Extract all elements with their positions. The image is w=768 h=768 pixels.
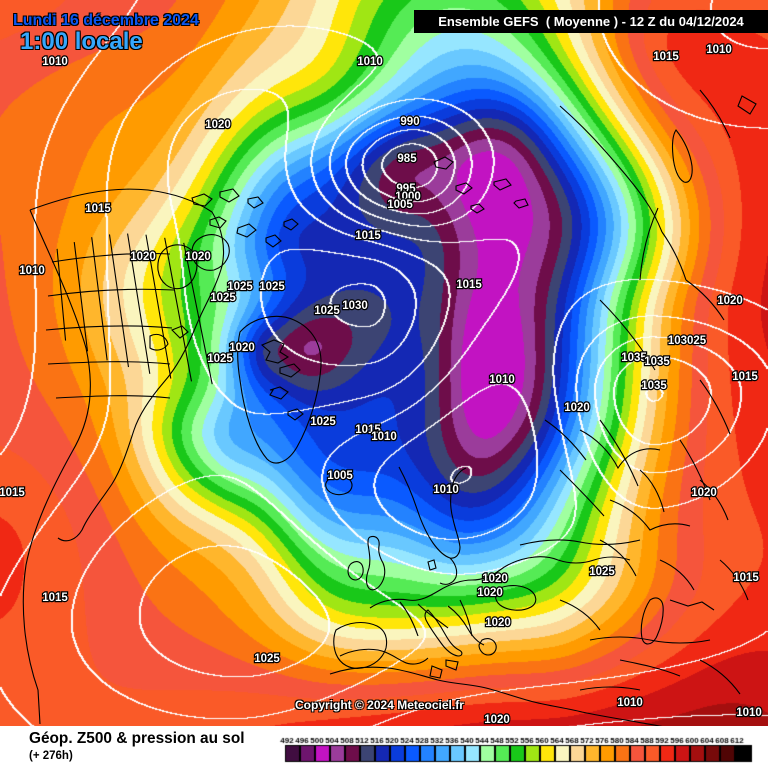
- svg-text:1025: 1025: [589, 566, 615, 578]
- svg-text:1025: 1025: [227, 281, 253, 293]
- svg-text:1025: 1025: [254, 653, 280, 665]
- svg-text:1020: 1020: [229, 342, 255, 354]
- svg-text:1010: 1010: [357, 56, 383, 68]
- svg-text:1010: 1010: [617, 697, 643, 709]
- svg-text:1010: 1010: [489, 374, 515, 386]
- svg-text:1015: 1015: [355, 424, 381, 436]
- svg-text:1015: 1015: [42, 592, 68, 604]
- svg-text:1015: 1015: [355, 230, 381, 242]
- svg-text:1020: 1020: [477, 587, 503, 599]
- svg-text:1020: 1020: [485, 617, 511, 629]
- svg-text:995: 995: [396, 183, 416, 195]
- svg-text:1035: 1035: [641, 380, 667, 392]
- svg-text:1025: 1025: [259, 281, 285, 293]
- svg-text:1010: 1010: [371, 431, 397, 443]
- svg-text:1025: 1025: [314, 305, 340, 317]
- svg-text:1035: 1035: [621, 352, 647, 364]
- svg-text:1030: 1030: [342, 300, 368, 312]
- svg-text:985: 985: [397, 153, 417, 165]
- svg-text:103025: 103025: [668, 335, 707, 347]
- svg-text:1020: 1020: [717, 295, 743, 307]
- svg-text:1015: 1015: [732, 371, 758, 383]
- svg-text:1015: 1015: [456, 279, 482, 291]
- svg-text:1005: 1005: [327, 470, 353, 482]
- svg-text:1025: 1025: [210, 292, 236, 304]
- svg-text:1010: 1010: [42, 56, 68, 68]
- svg-text:1010: 1010: [736, 707, 762, 719]
- svg-text:1010: 1010: [19, 265, 45, 277]
- svg-text:1025: 1025: [207, 353, 233, 365]
- svg-text:1015: 1015: [85, 203, 111, 215]
- svg-text:1015: 1015: [653, 51, 679, 63]
- svg-text:1015: 1015: [0, 487, 25, 499]
- svg-text:1020: 1020: [691, 487, 717, 499]
- svg-text:1020: 1020: [482, 573, 508, 585]
- svg-text:1020: 1020: [205, 119, 231, 131]
- svg-text:1020: 1020: [564, 402, 590, 414]
- svg-text:1020: 1020: [130, 251, 156, 263]
- svg-text:1010: 1010: [706, 44, 732, 56]
- svg-text:1020: 1020: [185, 251, 211, 263]
- svg-text:1000: 1000: [395, 191, 421, 203]
- svg-text:990: 990: [400, 116, 419, 128]
- svg-text:1025: 1025: [310, 416, 336, 428]
- svg-text:1020: 1020: [484, 714, 510, 726]
- svg-text:1010: 1010: [433, 484, 459, 496]
- svg-text:1015: 1015: [733, 572, 759, 584]
- svg-text:1005: 1005: [387, 199, 413, 211]
- svg-text:1035: 1035: [644, 356, 670, 368]
